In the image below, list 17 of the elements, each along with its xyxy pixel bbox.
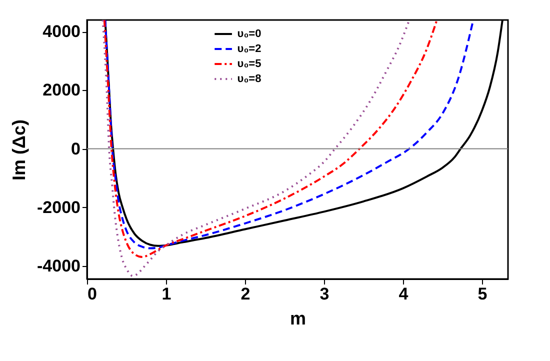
- y-tick-label: -2000: [37, 198, 80, 217]
- x-tick-label: 4: [398, 284, 409, 304]
- x-axis-title: m: [290, 308, 306, 328]
- y-tick-label: 2000: [42, 80, 80, 100]
- legend-label: υ₀=2: [237, 43, 262, 55]
- y-axis-title: Im (Δc): [9, 120, 30, 180]
- x-tick-label: 2: [240, 284, 250, 304]
- y-tick-label: -4000: [37, 256, 80, 276]
- y-tick-label: 0: [71, 139, 80, 158]
- y-tick-label: 4000: [42, 22, 80, 42]
- legend-label: υ₀=0: [237, 28, 262, 40]
- x-tick-label: 3: [320, 284, 330, 304]
- legend-label: υ₀=8: [237, 73, 262, 85]
- legend-label: υ₀=5: [237, 58, 262, 70]
- x-tick-label: 0: [88, 284, 97, 304]
- x-tick-label: 5: [478, 284, 488, 304]
- x-tick-label: 1: [162, 284, 172, 304]
